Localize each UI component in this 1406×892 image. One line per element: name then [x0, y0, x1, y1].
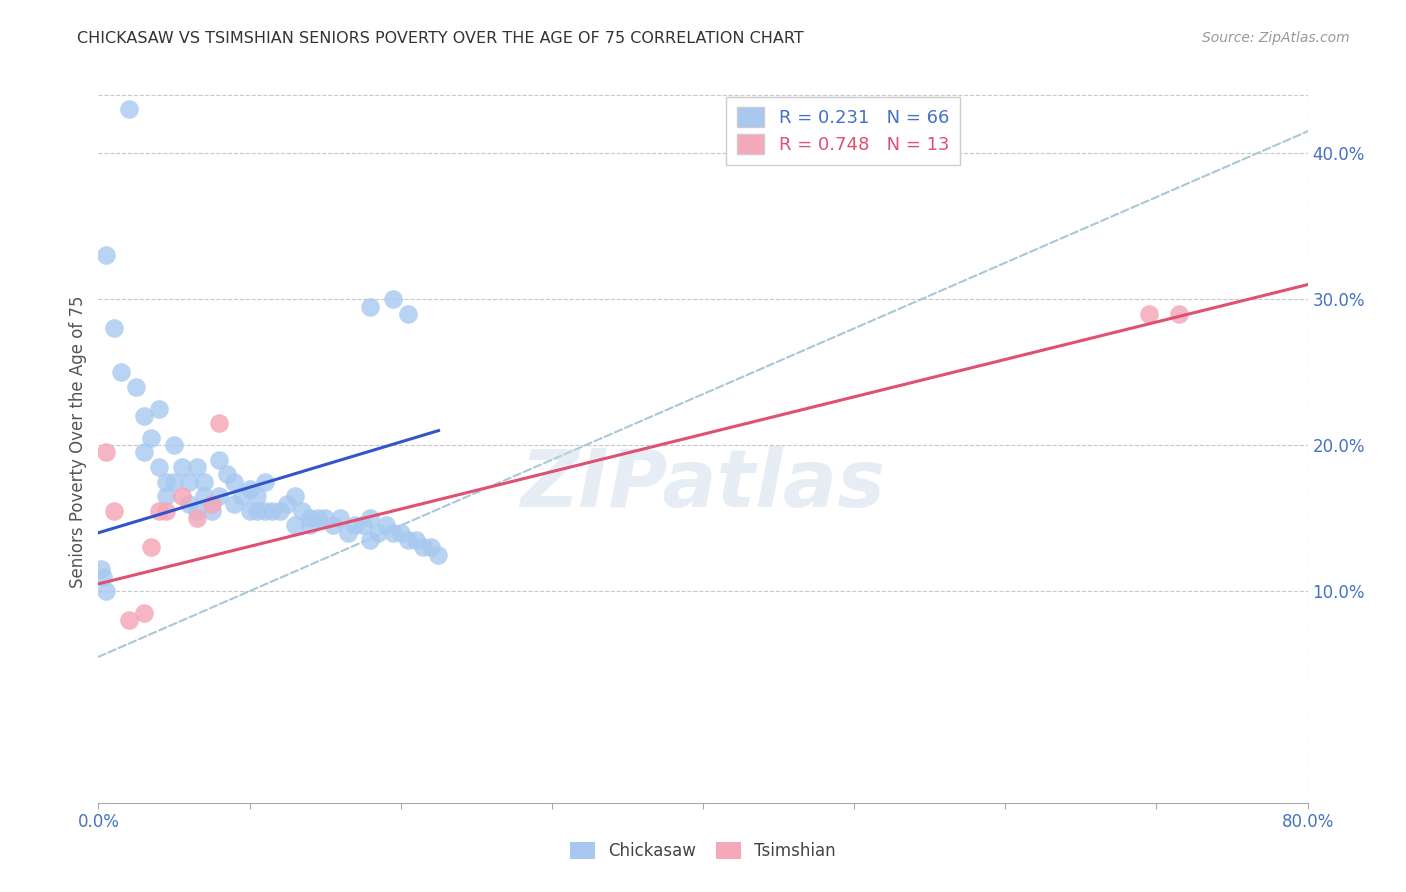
Point — [246, 489, 269, 503]
Point — [201, 497, 224, 511]
Point — [201, 504, 224, 518]
Point — [186, 460, 208, 475]
Point — [94, 445, 117, 459]
Point — [396, 533, 419, 547]
Point — [208, 452, 231, 467]
Point — [224, 497, 246, 511]
Point — [170, 460, 193, 475]
Point — [193, 475, 215, 489]
Y-axis label: Seniors Poverty Over the Age of 75: Seniors Poverty Over the Age of 75 — [69, 295, 87, 588]
Point — [307, 511, 329, 525]
Point — [299, 518, 322, 533]
Point — [262, 504, 284, 518]
Point — [91, 569, 114, 583]
Point — [155, 475, 177, 489]
Point — [132, 445, 155, 459]
Point — [239, 504, 262, 518]
Point — [299, 511, 322, 525]
Point — [125, 380, 148, 394]
Point — [155, 504, 177, 518]
Point — [420, 541, 443, 555]
Point — [239, 482, 262, 496]
Point — [170, 489, 193, 503]
Point — [208, 489, 231, 503]
Point — [329, 511, 352, 525]
Point — [405, 533, 427, 547]
Text: Source: ZipAtlas.com: Source: ZipAtlas.com — [1202, 31, 1350, 45]
Point — [155, 489, 177, 503]
Point — [314, 511, 336, 525]
Point — [412, 541, 434, 555]
Point — [163, 438, 186, 452]
Point — [186, 511, 208, 525]
Text: CHICKASAW VS TSIMSHIAN SENIORS POVERTY OVER THE AGE OF 75 CORRELATION CHART: CHICKASAW VS TSIMSHIAN SENIORS POVERTY O… — [77, 31, 804, 46]
Point — [269, 504, 291, 518]
Point — [132, 409, 155, 423]
Point — [224, 475, 246, 489]
Point — [253, 504, 276, 518]
Point — [367, 525, 389, 540]
Point — [231, 489, 253, 503]
Point — [148, 460, 170, 475]
Point — [118, 613, 141, 627]
Point — [253, 475, 276, 489]
Point — [284, 518, 307, 533]
Point — [141, 541, 163, 555]
Point — [276, 497, 298, 511]
Point — [336, 525, 359, 540]
Point — [396, 307, 419, 321]
Point — [291, 504, 314, 518]
Point — [132, 606, 155, 620]
Point — [1168, 307, 1191, 321]
Point — [208, 417, 231, 431]
Point — [103, 504, 125, 518]
Point — [284, 489, 307, 503]
Point — [94, 248, 117, 262]
Point — [179, 497, 201, 511]
Point — [148, 401, 170, 416]
Point — [1137, 307, 1160, 321]
Text: ZIPatlas: ZIPatlas — [520, 446, 886, 524]
Legend: Chickasaw, Tsimshian: Chickasaw, Tsimshian — [564, 835, 842, 867]
Point — [322, 518, 344, 533]
Point — [360, 300, 382, 314]
Point — [141, 431, 163, 445]
Point — [186, 504, 208, 518]
Point — [118, 103, 141, 117]
Point — [352, 518, 374, 533]
Point — [179, 475, 201, 489]
Point — [360, 511, 382, 525]
Point — [94, 584, 117, 599]
Point — [382, 525, 405, 540]
Point — [163, 475, 186, 489]
Point — [90, 562, 112, 576]
Point — [389, 525, 412, 540]
Point — [374, 518, 396, 533]
Point — [382, 292, 405, 306]
Point — [427, 548, 450, 562]
Point — [360, 533, 382, 547]
Point — [110, 365, 132, 379]
Point — [344, 518, 367, 533]
Point — [246, 504, 269, 518]
Point — [215, 467, 238, 482]
Point — [103, 321, 125, 335]
Point — [193, 489, 215, 503]
Point — [148, 504, 170, 518]
